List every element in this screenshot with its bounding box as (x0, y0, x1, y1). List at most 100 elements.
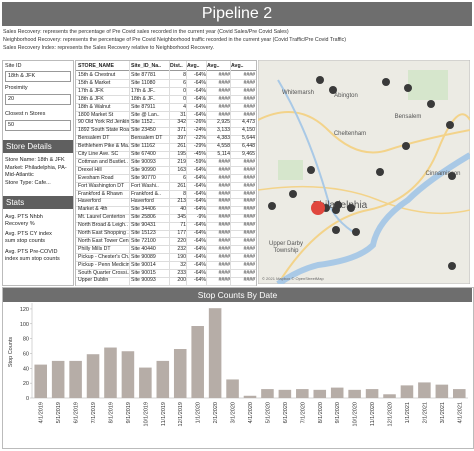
table-cell: 261 (177, 182, 186, 189)
river (276, 152, 470, 284)
table-cell: -64% (193, 245, 206, 252)
filter-input[interactable]: 20 (5, 94, 71, 105)
column-rule (186, 61, 187, 285)
store-marker[interactable] (448, 172, 456, 180)
table-cell: Fort Washi.. (131, 182, 159, 189)
store-marker[interactable] (382, 78, 390, 86)
table-cell: 32 (180, 261, 186, 268)
selected-store-marker[interactable] (311, 201, 325, 215)
table-cell: 342 (177, 119, 186, 126)
table-cell: 195 (177, 151, 186, 157)
map-label: Whitemarsh (282, 90, 314, 96)
table-cell: 18th & JF.. (131, 95, 156, 102)
table-cell: #### (218, 230, 230, 236)
column-header: Avg.. (231, 63, 244, 69)
store-marker[interactable] (446, 121, 454, 129)
store-marker[interactable] (347, 204, 355, 212)
table-cell: Evesham Road (78, 174, 114, 181)
table-cell: Site 87781 (131, 72, 156, 78)
x-tick-label: 4/1/2020 (248, 402, 254, 423)
table-cell: #### (218, 277, 230, 284)
x-tick-label: 12/1/2020 (388, 402, 394, 426)
table-cell: #### (218, 190, 230, 197)
y-tick-label: 0 (26, 396, 29, 402)
table-cell: #### (243, 111, 255, 118)
table-cell: Drexel Hill (78, 166, 102, 173)
store-marker[interactable] (352, 228, 360, 236)
table-cell: Site 67400 (131, 151, 156, 157)
bar (86, 354, 100, 398)
filter-label: Site ID (5, 63, 22, 69)
store-marker[interactable] (376, 168, 384, 176)
section-header: Stats (3, 196, 73, 209)
table-cell: Site 11080 (131, 79, 156, 86)
store-marker[interactable] (448, 262, 456, 270)
table-cell: #### (243, 182, 255, 189)
bar (296, 389, 309, 398)
bar (453, 389, 466, 398)
bar (34, 364, 47, 398)
table-cell: 220 (177, 237, 186, 244)
description: Sales Recovery Index: represents the Sal… (3, 45, 215, 51)
x-tick-label: 5/1/2020 (265, 402, 271, 423)
x-tick-label: 8/1/2020 (318, 402, 324, 423)
table-cell: #### (218, 103, 230, 110)
row-rule (76, 253, 256, 254)
table-cell: 190 (177, 253, 186, 260)
table-cell: 15th & Market (78, 79, 111, 86)
table-cell: -59% (193, 158, 206, 165)
store-marker[interactable] (427, 100, 435, 108)
table-cell: Haverford (131, 198, 154, 205)
column-rule (230, 61, 231, 285)
row-rule (76, 103, 256, 104)
store-marker[interactable] (307, 166, 315, 174)
store-marker[interactable] (316, 76, 324, 84)
store-marker[interactable] (289, 190, 297, 198)
chart-title: Stop Counts By Date (3, 288, 472, 302)
y-tick-label: 40 (23, 366, 29, 372)
store-marker[interactable] (329, 86, 337, 94)
table-cell: #### (243, 237, 255, 244)
store-marker[interactable] (404, 84, 412, 92)
row-rule (76, 197, 256, 199)
x-tick-label: 12/1/2019 (178, 402, 184, 426)
bar (348, 389, 361, 398)
table-cell: 261 (177, 143, 186, 150)
description: Sales Recovery: represents the percentag… (3, 29, 289, 35)
bar (243, 395, 257, 398)
table-cell: 0 (183, 87, 186, 94)
bar (330, 387, 344, 398)
table-cell: 177 (177, 230, 186, 236)
store-marker[interactable] (332, 226, 340, 234)
table-cell: #### (218, 158, 230, 165)
filter-dropdown[interactable]: 18th & JFK (5, 71, 71, 82)
store-marker[interactable] (332, 206, 340, 214)
page-title: Pipeline 2 (201, 5, 273, 22)
store-marker[interactable] (402, 142, 410, 150)
table-cell: #### (243, 214, 255, 221)
x-tick-label: 1/1/2021 (405, 402, 411, 423)
table-cell: #### (218, 174, 230, 181)
table-cell: Site 23450 (131, 127, 156, 134)
column-header: Site_ID_Na.. (131, 63, 161, 69)
bar (226, 379, 239, 398)
bar (383, 394, 396, 398)
table-cell: 15th & Chestnut (78, 72, 116, 78)
bar (435, 384, 449, 398)
table-cell: 90 Old York Rd Jenkin.. (78, 119, 130, 126)
table-cell: #### (218, 182, 230, 189)
filter-label: Proximity (5, 85, 28, 91)
table-cell: -9% (196, 214, 206, 221)
bar (51, 360, 65, 398)
map-label: Cheltenham (334, 131, 366, 137)
row-rule (76, 190, 256, 191)
filter-input[interactable]: 50 (5, 120, 71, 131)
table-cell: #### (243, 253, 255, 260)
detail-line: Store Type: Cafe... (5, 180, 51, 186)
store-marker[interactable] (268, 202, 276, 210)
table-cell: -64% (193, 166, 206, 173)
header-bar: Pipeline 2 (2, 2, 472, 26)
x-tick-label: 3/1/2021 (440, 402, 446, 423)
table-cell: Site 25806 (131, 214, 156, 221)
table-cell: -29% (193, 143, 206, 150)
